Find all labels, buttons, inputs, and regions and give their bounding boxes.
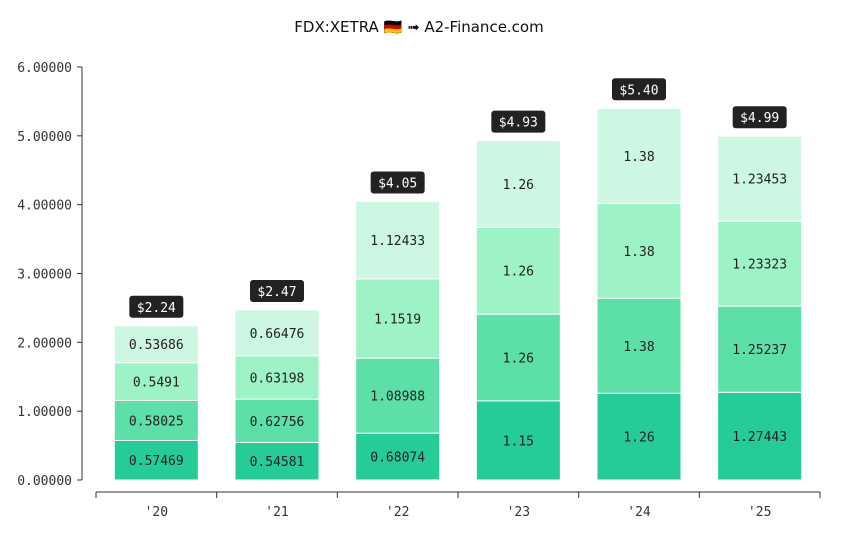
- total-badge: [370, 171, 425, 194]
- y-tick-label: 4.00000: [17, 199, 72, 214]
- bar-value-label: 1.25237: [732, 343, 787, 358]
- bar-value-label: 1.23453: [732, 173, 787, 188]
- bar-segment: [596, 297, 682, 394]
- bar-value-label: 1.23323: [732, 258, 787, 273]
- bar-segment: [355, 278, 441, 359]
- y-tick-label: 1.00000: [17, 405, 72, 420]
- x-tick-label: '25: [748, 505, 771, 520]
- bar-segment: [475, 226, 561, 315]
- bar-value-label: 0.54581: [250, 455, 305, 470]
- bar-value-label: 1.26: [503, 178, 534, 193]
- bar-segment: [475, 140, 561, 228]
- bar-value-label: 1.38: [623, 150, 654, 165]
- bar-value-label: 1.27443: [732, 430, 787, 445]
- total-label: $5.40: [619, 83, 658, 98]
- bar-value-label: 1.26: [503, 351, 534, 366]
- x-tick-label: '21: [265, 505, 288, 520]
- total-badge: [732, 106, 787, 129]
- total-badge: [250, 279, 304, 302]
- bar-value-label: 1.12433: [370, 234, 425, 249]
- bar-segment: [113, 362, 199, 402]
- bar-value-label: 0.53686: [129, 338, 184, 353]
- bar-segment: [717, 135, 803, 222]
- y-tick-label: 0.00000: [17, 474, 72, 489]
- bar-value-label: 0.68074: [370, 451, 425, 466]
- bar-segment: [113, 325, 199, 364]
- bars: 0.57469 0.58025 0.5491 0.53686 $2.24 0.54581 0…: [113, 78, 803, 481]
- bar-segment: [113, 439, 199, 481]
- bar-value-label: 1.38: [623, 340, 654, 355]
- bar-segment: [596, 107, 682, 204]
- bar-segment: [355, 200, 441, 280]
- y-axis: 0.00000 1.00000 2.00000 3.00000 4.00000 5.000…: [17, 61, 83, 489]
- bar-segment: [596, 392, 682, 481]
- x-tick-label: '20: [145, 505, 168, 520]
- bar-value-label: 0.57469: [129, 454, 184, 469]
- bar-segment: [234, 398, 320, 443]
- x-tick-label: '23: [507, 505, 530, 520]
- bar-value-label: 1.38: [623, 245, 654, 260]
- bar-value-label: 1.26: [623, 431, 654, 446]
- y-tick-label: 3.00000: [17, 268, 72, 283]
- total-label: $4.05: [378, 176, 417, 191]
- bar-segment: [234, 355, 320, 400]
- y-tick-label: 6.00000: [17, 61, 72, 76]
- bar-segment: [234, 309, 320, 357]
- y-tick-label: 2.00000: [17, 336, 72, 351]
- total-label: $4.99: [740, 111, 779, 126]
- bar-segment: [355, 432, 441, 481]
- bar-value-label: 1.15: [503, 434, 534, 449]
- bar-value-label: 1.1519: [374, 312, 421, 327]
- bar-value-label: 0.5491: [133, 376, 180, 391]
- bar-value-label: 1.26: [503, 265, 534, 280]
- x-tick-label: '24: [627, 505, 651, 520]
- x-tick-label: '22: [386, 505, 409, 520]
- bar-value-label: 0.66476: [250, 327, 305, 342]
- bar-segment: [717, 391, 803, 481]
- bar-value-label: 0.58025: [129, 414, 184, 429]
- bar-value-label: 0.63198: [250, 371, 305, 386]
- total-badge: [491, 110, 546, 133]
- bar-segment: [475, 313, 561, 402]
- y-tick-label: 5.00000: [17, 130, 72, 145]
- bar-segment: [113, 400, 199, 441]
- total-badge: [612, 78, 666, 101]
- total-label: $2.47: [257, 285, 296, 300]
- total-label: $4.93: [499, 116, 538, 131]
- x-axis: '20 '21 '22 '23 '24 '25: [95, 491, 821, 520]
- total-badge: [129, 295, 184, 318]
- total-label: $2.24: [137, 301, 176, 316]
- bar-value-label: 0.62756: [250, 415, 305, 430]
- bar-segment: [355, 357, 441, 434]
- bar-value-label: 1.08988: [370, 390, 425, 405]
- chart-title: FDX:XETRA 🇩🇪 ➟ A2-Finance.com: [294, 18, 543, 36]
